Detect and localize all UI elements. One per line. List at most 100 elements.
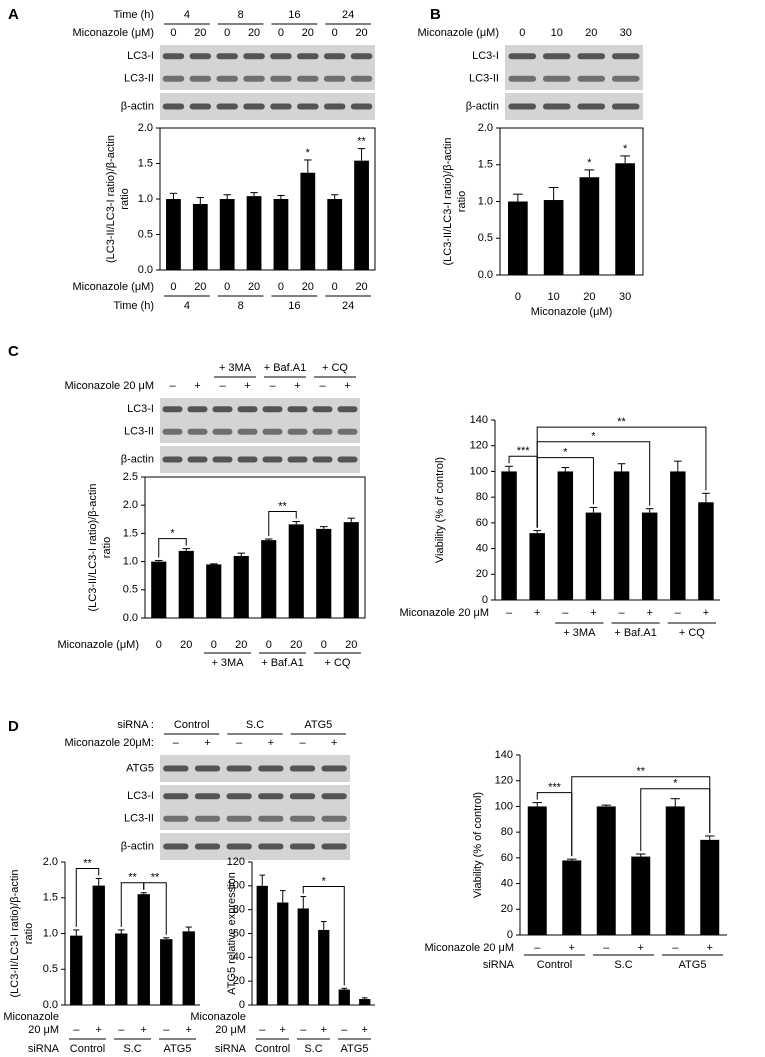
significance: **: [357, 135, 366, 147]
blot-band: [258, 765, 284, 772]
significance-bracket: [75, 867, 100, 927]
y-tick-label: 0.0: [43, 999, 58, 1011]
bar: [273, 199, 289, 270]
blot-header: + 3MA: [219, 362, 252, 374]
blot-lane: 0: [332, 27, 338, 39]
y-tick-label: 20: [233, 975, 245, 987]
blot-band: [577, 53, 606, 60]
bar: [501, 471, 517, 600]
bar: [543, 200, 564, 275]
significance: *: [587, 157, 592, 169]
x-tick-label: +: [638, 942, 644, 954]
bar: [562, 860, 582, 935]
blot-lane: 20: [585, 27, 597, 39]
y-axis-label: (LC3-II/LC3-I ratio)/β-actin: [9, 870, 21, 998]
y-tick-label: 0.0: [123, 612, 138, 624]
blot-band: [611, 53, 640, 60]
x-tick-label: +: [280, 1024, 286, 1036]
blot-lane: –: [319, 380, 326, 392]
panel-label: A: [8, 6, 19, 23]
blot-lane: 10: [551, 27, 563, 39]
x-tick-label: +: [321, 1024, 327, 1036]
bar: [615, 163, 635, 275]
y-tick-label: 2.0: [138, 122, 153, 134]
group-label: Control: [255, 1043, 290, 1055]
blot-band: [243, 53, 265, 60]
blot-band: [187, 456, 208, 463]
blot-row-label: LC3-I: [472, 50, 499, 62]
x-tick-label: +: [590, 607, 596, 619]
blot-band: [194, 765, 221, 772]
x-tick-label: 10: [548, 291, 560, 303]
panel-label: D: [8, 718, 19, 735]
group-label: + CQ: [325, 657, 351, 669]
blot-header: S.C: [246, 719, 264, 731]
y-tick-label: 1.0: [43, 927, 58, 939]
x-tick-label: –: [73, 1024, 80, 1036]
significance-bracket: [640, 788, 711, 851]
x-tick-label: –: [300, 1024, 307, 1036]
significance: ***: [548, 781, 562, 793]
significance: **: [83, 857, 92, 869]
blot-band: [350, 53, 373, 60]
blot-band: [243, 103, 265, 110]
blot-row-label: β-actin: [121, 453, 154, 465]
bar: [182, 931, 195, 1005]
blot-band: [262, 456, 283, 463]
blot-lane: 20: [355, 27, 367, 39]
blot-band: [226, 765, 252, 772]
row-label: 20 μM: [28, 1024, 59, 1036]
blot-band: [350, 103, 373, 110]
blot-band: [212, 406, 233, 413]
y-tick-label: 2.0: [43, 856, 58, 868]
group-row-label: siRNA: [483, 959, 515, 971]
y-tick-label: 20: [501, 903, 513, 915]
x-tick-label: +: [96, 1024, 102, 1036]
significance-bracket: [302, 886, 345, 986]
y-axis-label: ratio: [456, 191, 468, 212]
blot-row-label: LC3-I: [127, 403, 154, 415]
blot-lane: +: [194, 380, 200, 392]
x-tick-label: 20: [235, 639, 247, 651]
blot-band: [321, 793, 347, 800]
bar: [137, 894, 150, 1005]
x-tick-label: 20: [355, 281, 367, 293]
x-tick-label: –: [672, 942, 679, 954]
y-tick-label: 60: [476, 517, 488, 529]
panel-label: C: [8, 343, 19, 360]
blot-band: [163, 765, 189, 772]
group-label: ATG5: [164, 1043, 192, 1055]
y-axis-label: (LC3-II/LC3-I ratio)/β-actin: [442, 138, 454, 266]
bar: [641, 512, 658, 600]
blot-lane: +: [244, 380, 250, 392]
blot-band: [337, 428, 358, 435]
y-tick-label: 0.5: [123, 584, 138, 596]
blot-row-label: LC3-I: [127, 50, 154, 62]
group-label: S.C: [123, 1043, 141, 1055]
group-label: S.C: [304, 1043, 322, 1055]
significance: **: [617, 416, 626, 428]
blot-band: [226, 793, 252, 800]
bar: [557, 471, 574, 600]
bar: [70, 935, 83, 1005]
blot-band: [212, 456, 233, 463]
x-tick-label: –: [562, 607, 569, 619]
blot-band: [162, 75, 185, 82]
row-label: Miconazole 20 μM: [400, 607, 490, 619]
y-tick-label: 20: [476, 568, 488, 580]
row-label: Miconazole (μM): [72, 281, 154, 293]
bar: [206, 564, 222, 618]
bar: [166, 199, 181, 270]
group-label: 8: [238, 300, 244, 312]
bar: [529, 533, 545, 600]
y-tick-label: 2.5: [123, 471, 138, 483]
blot-band: [237, 456, 258, 463]
bar: [160, 939, 173, 1005]
blot-band: [287, 428, 308, 435]
blot-row-label: β-actin: [466, 100, 499, 112]
blot-band: [262, 406, 283, 413]
x-tick-label: 0: [224, 281, 230, 293]
blot-lane-label: Miconazole (μM): [417, 27, 499, 39]
